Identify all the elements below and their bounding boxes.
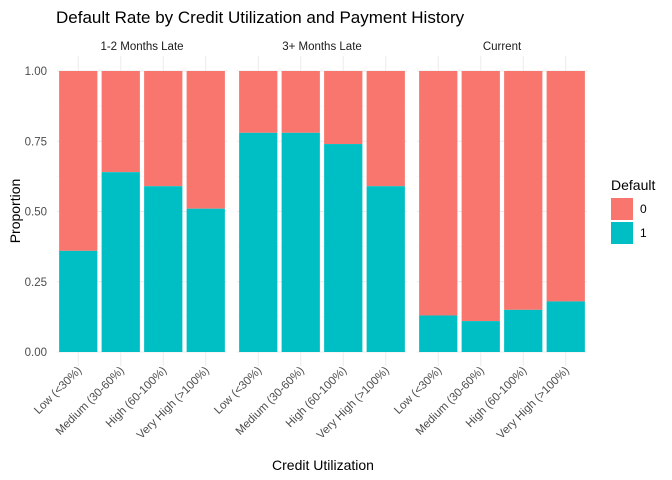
bar-default-0 [144,71,183,187]
bar-default-1 [461,321,500,352]
legend-key-0 [611,198,633,220]
bar-default-0 [281,71,320,133]
bar-default-1 [324,144,363,352]
bar-default-0 [101,71,140,173]
bar-default-0 [239,71,278,133]
legend-label-0: 0 [640,202,647,216]
y-tick-label: 0.00 [25,347,47,359]
bar-default-1 [144,186,183,352]
bar-default-1 [239,132,278,352]
bar-default-1 [186,208,225,352]
y-tick-label: 0.25 [25,277,47,289]
bar-default-0 [186,71,225,209]
legend-label-1: 1 [640,226,647,240]
bar-default-0 [366,71,405,187]
y-tick-label: 0.75 [25,136,47,148]
legend-key-1 [611,222,633,244]
bar-default-0 [504,71,543,310]
x-tick-label: Very High (>100%) [135,365,212,442]
y-tick-label: 1.00 [25,66,47,78]
bar-default-0 [59,71,98,251]
legend-title: Default [611,177,655,193]
legend: Default 0 1 [611,177,655,244]
bar-default-1 [101,172,140,352]
bar-default-1 [59,250,98,352]
facet-strip-label: Current [483,41,522,53]
bar-default-0 [419,71,458,316]
x-tick-label: Very High (>100%) [495,365,572,442]
y-tick-label: 0.50 [25,207,47,219]
x-tick-label: Very High (>100%) [315,365,392,442]
bar-default-0 [546,71,585,302]
bar-default-1 [504,309,543,352]
bar-default-0 [461,71,500,322]
y-axis-title: Proportion [7,179,23,244]
bar-default-0 [324,71,363,145]
chart-title: Default Rate by Credit Utilization and P… [56,8,465,27]
bar-default-1 [281,132,320,352]
bar-default-1 [546,301,585,352]
x-axis-title: Credit Utilization [272,457,374,473]
bar-default-1 [366,186,405,352]
facet-strip-label: 1-2 Months Late [100,41,183,53]
bar-default-1 [419,315,458,352]
facet-strip-label: 3+ Months Late [282,41,362,53]
